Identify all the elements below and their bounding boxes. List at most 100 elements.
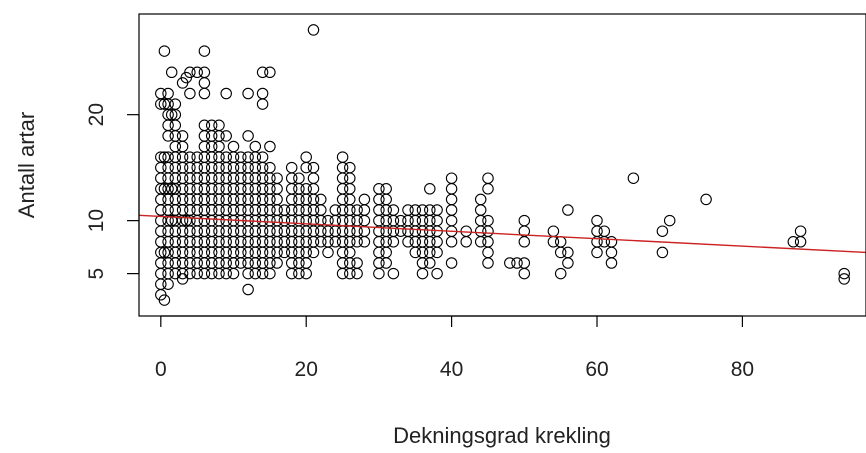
data-point <box>344 183 356 195</box>
points-layer <box>155 24 850 306</box>
data-point <box>482 257 494 269</box>
data-point <box>307 24 320 36</box>
data-point <box>329 204 342 216</box>
x-tick-label: 60 <box>585 358 608 381</box>
data-point <box>787 236 800 248</box>
data-point <box>256 151 269 163</box>
data-point <box>307 246 320 259</box>
data-point <box>518 257 531 269</box>
data-point <box>158 45 171 57</box>
data-point <box>554 236 567 248</box>
data-point <box>300 267 312 280</box>
data-point <box>155 151 167 163</box>
data-point <box>198 45 211 57</box>
y-axis: 5 10 20 <box>85 103 140 280</box>
data-point <box>424 257 436 269</box>
data-point <box>460 236 472 248</box>
data-point <box>169 98 182 110</box>
data-point <box>162 87 174 100</box>
data-point <box>358 236 371 248</box>
data-point <box>358 193 371 206</box>
data-point <box>431 246 443 259</box>
data-point <box>482 236 494 248</box>
data-point <box>307 172 320 184</box>
data-point <box>336 151 349 163</box>
data-point <box>663 214 676 227</box>
data-point <box>838 273 850 285</box>
data-point <box>213 140 225 153</box>
data-point <box>518 267 531 280</box>
data-point <box>598 225 611 237</box>
data-point <box>518 214 531 227</box>
data-point <box>235 151 247 163</box>
data-point <box>794 225 807 237</box>
data-point <box>605 246 618 259</box>
data-point <box>264 66 276 79</box>
data-point <box>169 119 182 132</box>
data-point <box>656 246 669 259</box>
data-point <box>351 204 363 216</box>
data-point <box>205 119 218 132</box>
trend-layer <box>138 214 866 254</box>
data-point <box>402 204 414 216</box>
data-point <box>373 267 385 280</box>
data-point <box>158 294 171 306</box>
data-point <box>264 140 276 153</box>
data-point <box>220 151 232 163</box>
data-point <box>431 204 443 216</box>
data-point <box>198 77 211 89</box>
data-point <box>387 236 400 248</box>
data-point <box>300 257 312 269</box>
data-point <box>271 257 283 269</box>
data-point <box>213 119 225 132</box>
data-point <box>162 151 174 163</box>
data-point <box>293 172 305 184</box>
data-point <box>264 267 276 280</box>
data-point <box>165 66 178 79</box>
data-point <box>627 172 640 184</box>
data-point <box>562 246 574 259</box>
data-point <box>271 172 283 184</box>
data-point <box>562 257 574 269</box>
data-point <box>256 66 269 79</box>
data-point <box>198 66 211 79</box>
data-point <box>445 257 458 269</box>
y-tick-label: 5 <box>85 268 108 280</box>
x-axis: 0 20 40 60 80 <box>155 315 754 381</box>
data-point <box>445 236 458 248</box>
data-point <box>351 257 363 269</box>
data-point <box>482 246 494 259</box>
data-point <box>227 140 240 153</box>
data-point <box>380 193 392 206</box>
data-point <box>562 204 574 216</box>
data-point <box>416 267 429 280</box>
data-point <box>242 283 254 296</box>
data-point <box>482 172 494 184</box>
data-point <box>344 246 356 259</box>
data-point <box>256 98 269 110</box>
data-point <box>242 87 254 100</box>
data-point <box>504 257 516 269</box>
data-point <box>700 193 712 206</box>
data-point <box>656 225 669 237</box>
data-point <box>184 87 196 100</box>
data-point <box>264 161 276 174</box>
data-point <box>242 151 254 163</box>
data-point <box>165 108 178 121</box>
x-axis-label: Dekningsgrad krekling <box>393 423 611 448</box>
data-point <box>547 225 560 237</box>
data-point <box>271 193 283 206</box>
data-point <box>591 214 603 227</box>
data-point <box>605 257 618 269</box>
x-tick-label: 20 <box>295 358 318 381</box>
data-point <box>387 267 400 280</box>
data-point <box>155 87 167 100</box>
y-axis-label: Antall artar <box>14 112 39 218</box>
data-point <box>445 193 458 206</box>
data-point <box>424 204 436 216</box>
data-point <box>518 236 531 248</box>
data-point <box>176 140 189 153</box>
data-point <box>474 193 487 206</box>
data-point <box>511 257 523 269</box>
